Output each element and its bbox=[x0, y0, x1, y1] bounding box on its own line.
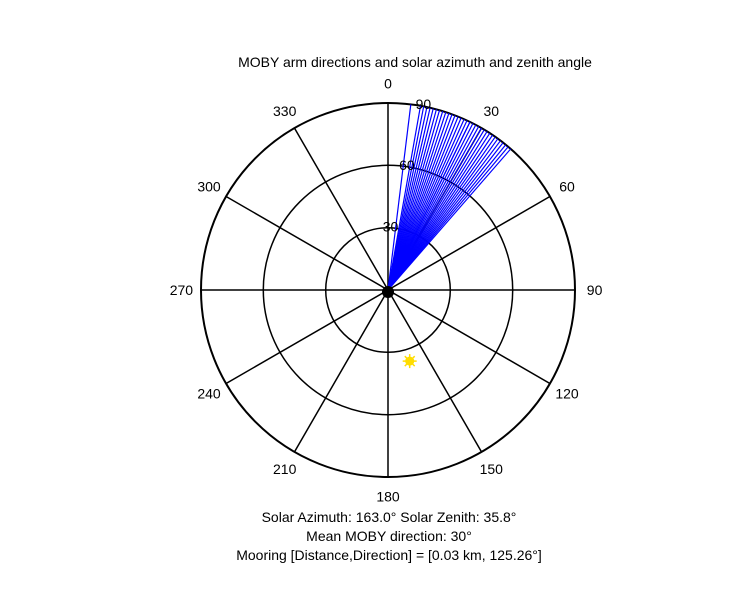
sun-marker bbox=[402, 354, 417, 369]
chart-title: MOBY arm directions and solar azimuth an… bbox=[238, 54, 592, 70]
angle-label-150: 150 bbox=[480, 461, 504, 477]
sun-core bbox=[405, 356, 415, 366]
arm-line-30 bbox=[387, 148, 512, 291]
arm-line-31 bbox=[387, 106, 428, 291]
angle-label-120: 120 bbox=[555, 385, 579, 401]
markers bbox=[382, 286, 417, 369]
angle-label-270: 270 bbox=[170, 282, 194, 298]
mooring-caption: Mooring [Distance,Direction] = [0.03 km,… bbox=[236, 547, 542, 563]
arm-line-32 bbox=[387, 109, 437, 291]
radial-tick-labels: 30 60 90 bbox=[383, 96, 432, 235]
angle-tick-labels: 0 30 60 90 120 150 180 210 240 270 300 330 bbox=[170, 75, 603, 504]
angle-label-0: 0 bbox=[384, 75, 392, 91]
angle-label-180: 180 bbox=[376, 489, 400, 505]
center-dot bbox=[382, 286, 394, 298]
solar-caption: Solar Azimuth: 163.0° Solar Zenith: 35.8… bbox=[261, 509, 517, 525]
radial-label-60: 60 bbox=[399, 157, 415, 173]
radial-label-90: 90 bbox=[416, 96, 432, 112]
angle-label-300: 300 bbox=[197, 179, 221, 195]
angle-label-330: 330 bbox=[273, 103, 297, 119]
moby-arm-lines bbox=[387, 104, 512, 291]
radial-label-30: 30 bbox=[383, 219, 399, 235]
caption-block: Solar Azimuth: 163.0° Solar Zenith: 35.8… bbox=[0, 508, 750, 565]
angle-label-240: 240 bbox=[197, 385, 221, 401]
arm-line-33 bbox=[387, 121, 471, 291]
arm-line-0 bbox=[387, 104, 412, 291]
angle-label-30: 30 bbox=[484, 103, 500, 119]
mean-direction-caption: Mean MOBY direction: 30° bbox=[306, 528, 472, 544]
angle-label-60: 60 bbox=[559, 179, 575, 195]
angle-label-210: 210 bbox=[273, 461, 297, 477]
angle-label-90: 90 bbox=[587, 282, 603, 298]
